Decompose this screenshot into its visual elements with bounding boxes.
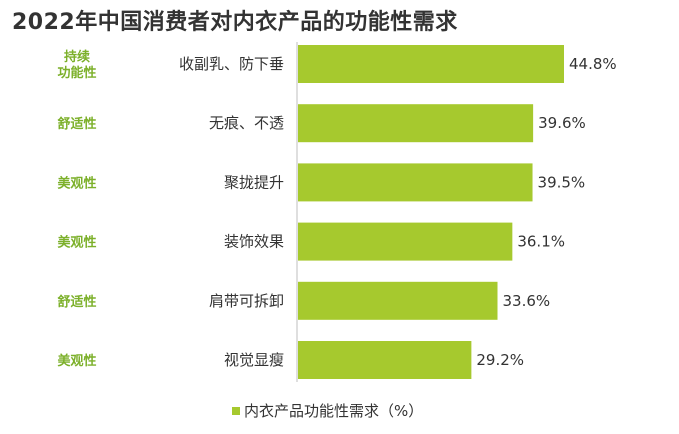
group-label: 舒适性: [57, 294, 96, 310]
bar: [298, 341, 472, 379]
category-label: 无痕、不透: [209, 114, 284, 132]
chart-title: 2022年中国消费者对内衣产品的功能性需求: [12, 10, 458, 35]
group-label: 舒适性: [57, 116, 96, 132]
group-label: 美观性: [57, 175, 96, 191]
group-label: 美观性: [57, 235, 96, 251]
bar: [298, 45, 564, 83]
group-label: 持续: [64, 49, 90, 65]
value-label: 39.6%: [538, 114, 586, 132]
value-label: 36.1%: [517, 233, 565, 251]
legend: 内衣产品功能性需求（%）: [232, 400, 423, 421]
category-label: 装饰效果: [224, 233, 284, 251]
group-label: 功能性: [57, 65, 96, 81]
bar: [298, 222, 513, 261]
value-label: 39.5%: [538, 173, 586, 191]
category-label: 视觉显瘦: [224, 351, 284, 369]
bar: [298, 163, 533, 202]
value-label: 44.8%: [569, 55, 617, 73]
bar: [298, 104, 534, 143]
group-label: 美观性: [57, 353, 96, 369]
value-label: 29.2%: [476, 351, 524, 369]
legend-label: 内衣产品功能性需求（%）: [244, 402, 424, 420]
category-label: 收副乳、防下垂: [179, 55, 284, 73]
bar: [298, 281, 498, 320]
value-label: 33.6%: [503, 292, 551, 310]
category-label: 聚拢提升: [224, 173, 284, 191]
category-label: 肩带可拆卸: [209, 292, 284, 310]
legend-swatch: [232, 406, 240, 415]
